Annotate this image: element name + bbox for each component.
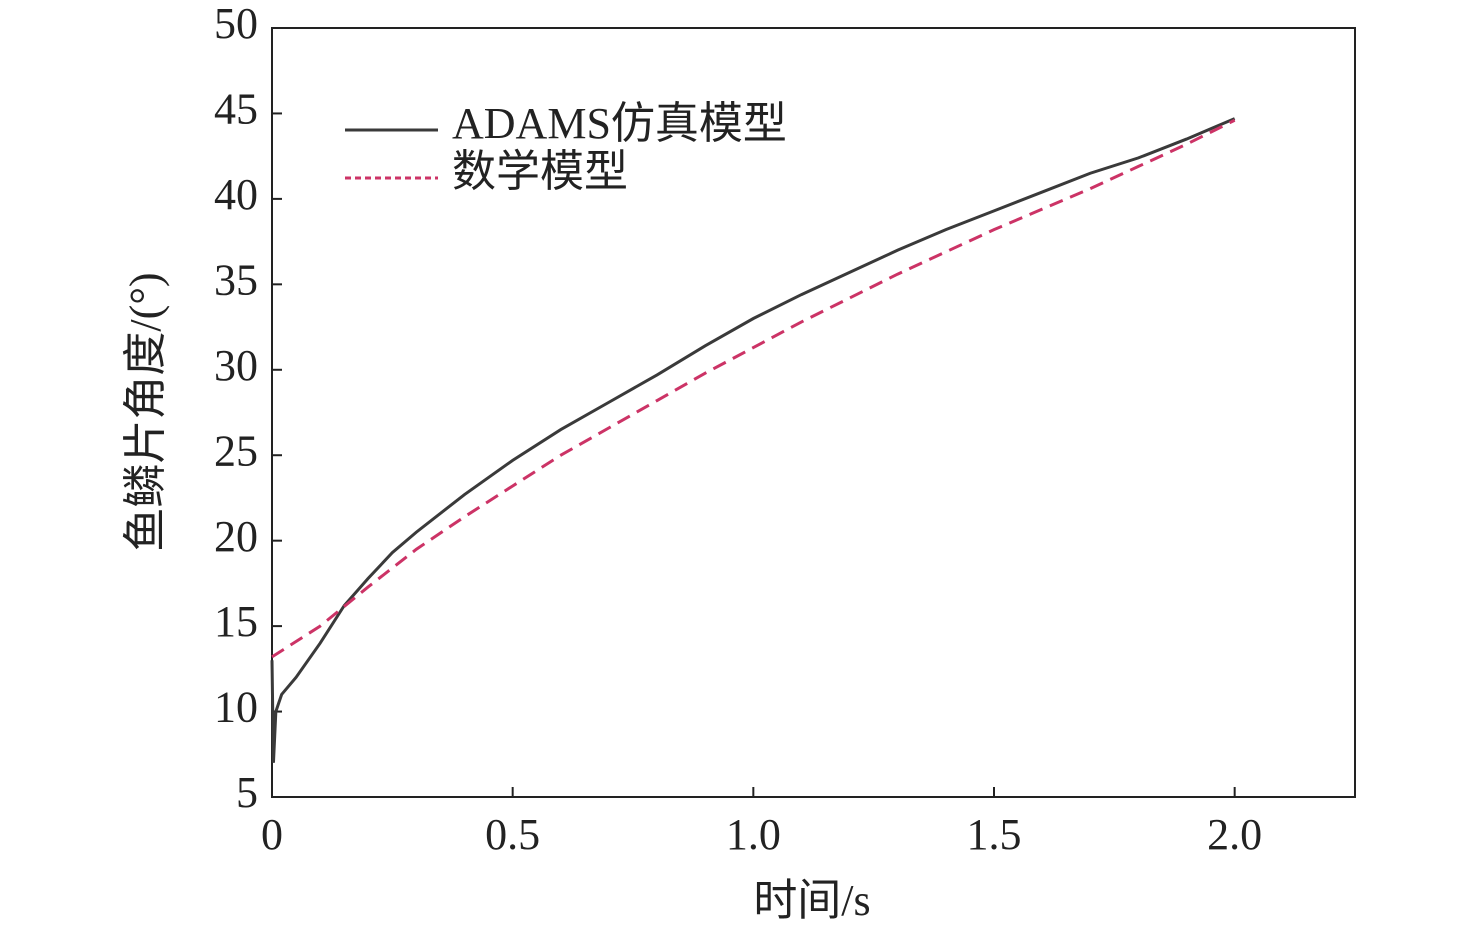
legend-label: 数学模型 [452,147,628,196]
y-tick-label: 5 [236,768,258,817]
x-axis-label: 时间/s [753,876,870,925]
y-tick-label: 35 [214,255,258,304]
y-axis-label: 鱼鳞片角度/(°) [121,272,170,551]
x-tick-label: 0 [261,810,283,859]
x-tick-label: 0.5 [485,810,540,859]
y-tick-label: 20 [214,512,258,561]
y-tick-label: 50 [214,0,258,48]
series-line [271,118,1236,659]
y-tick-label: 40 [214,170,258,219]
x-tick-label: 1.0 [726,810,781,859]
legend-label: ADAMS仿真模型 [452,99,787,148]
plot-frame [271,27,1356,798]
y-tick-label: 25 [214,426,258,475]
y-tick-label: 15 [214,597,258,646]
x-tick-label: 2.0 [1207,810,1262,859]
y-tick-label: 10 [214,683,258,732]
series-line [270,117,1236,763]
y-tick-label: 45 [214,85,258,134]
x-tick-label: 1.5 [967,810,1022,859]
y-tick-label: 30 [214,341,258,390]
